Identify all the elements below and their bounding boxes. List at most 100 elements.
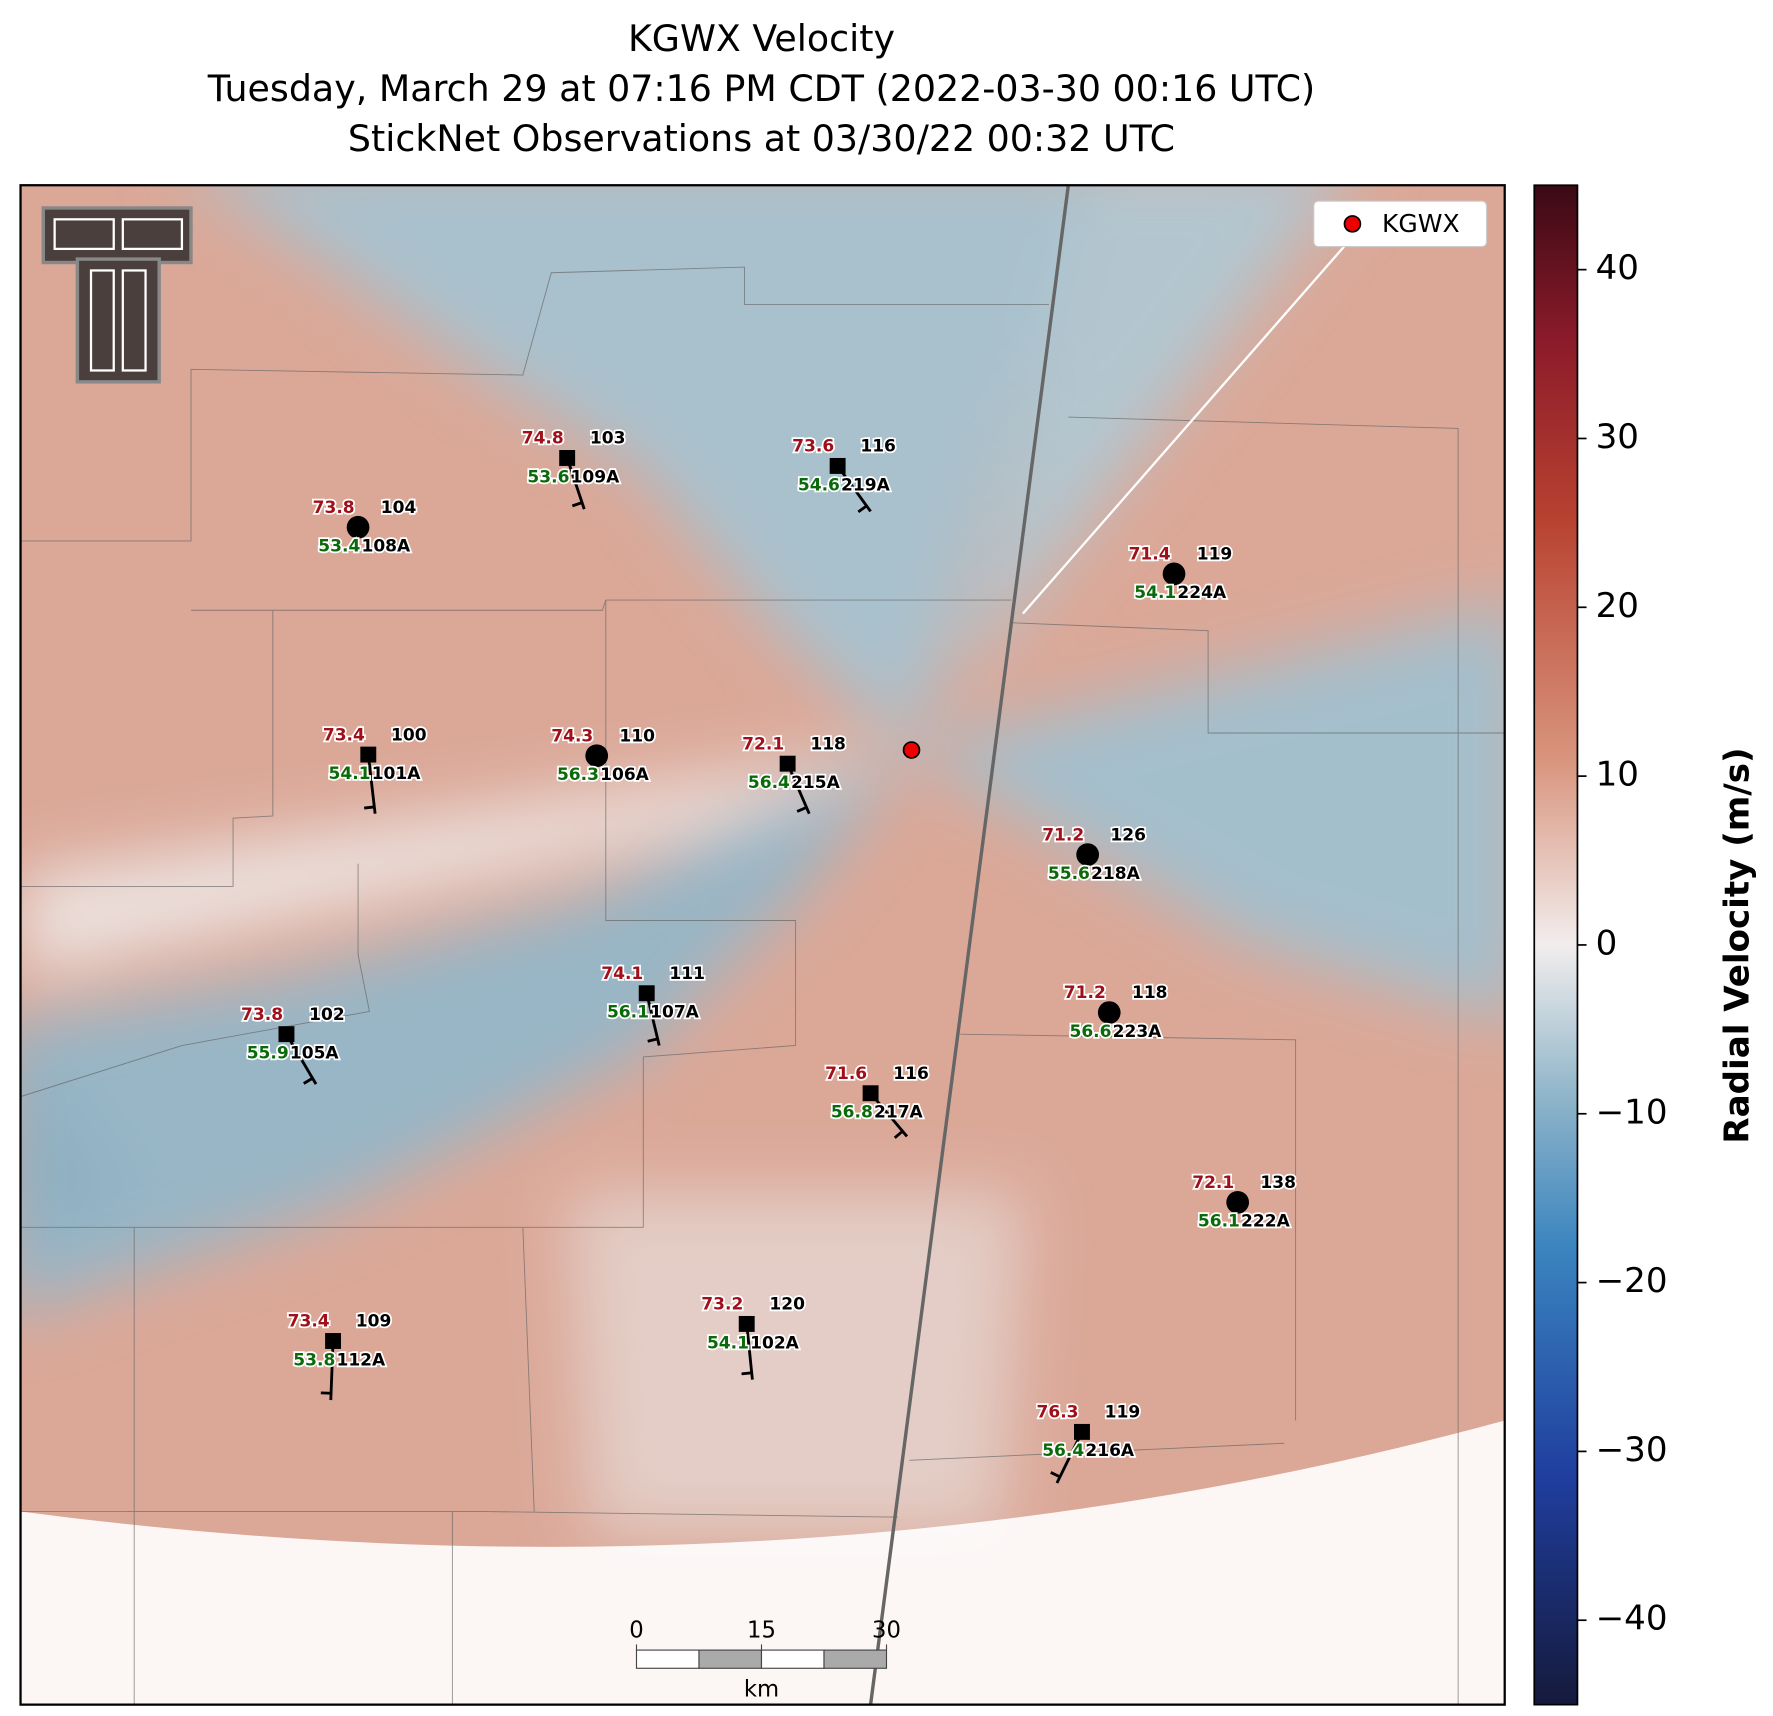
wind-barb xyxy=(786,763,811,815)
station-number: 116 xyxy=(893,1064,929,1084)
legend: KGWX xyxy=(1313,200,1488,248)
temperature: 71.2 xyxy=(1064,983,1106,1003)
dewpoint: 53.4 xyxy=(318,537,360,557)
station-marker xyxy=(638,985,655,1002)
temperature: 73.6 xyxy=(792,437,834,457)
wind-barb xyxy=(565,457,586,510)
station-marker xyxy=(325,1333,342,1349)
temperature: 71.2 xyxy=(1042,825,1084,845)
station-marker xyxy=(738,1315,755,1332)
station-number: 100 xyxy=(391,725,427,745)
colorbar-tick-label: 20 xyxy=(1596,586,1639,626)
dewpoint: 54.1 xyxy=(1134,583,1176,603)
station-id: 218A xyxy=(1091,864,1141,884)
station-number: 103 xyxy=(590,429,626,449)
station-id: 101A xyxy=(372,764,422,784)
station-marker xyxy=(346,515,370,539)
wind-barb-tick xyxy=(741,1371,752,1376)
temperature: 73.2 xyxy=(701,1295,743,1315)
temperature: 72.1 xyxy=(742,734,784,754)
station-marker xyxy=(360,746,377,763)
wind-barb-tick xyxy=(796,806,808,813)
map-frame xyxy=(19,184,1506,1706)
wind-barb-tick xyxy=(857,504,868,514)
subtitle: Tuesday, March 29 at 07:16 PM CDT (2022-… xyxy=(207,67,1315,110)
colorbar-label: Radial Velocity (m/s) xyxy=(1717,747,1757,1143)
temperature: 74.8 xyxy=(522,429,564,449)
station-id: 224A xyxy=(1177,583,1227,603)
station-marker xyxy=(1074,1423,1090,1440)
dewpoint: 54.6 xyxy=(798,475,840,495)
station-number: 102 xyxy=(309,1005,345,1025)
dewpoint: 56.6 xyxy=(1069,1022,1111,1042)
station-id: 223A xyxy=(1113,1022,1163,1042)
scale-tick-label: 0 xyxy=(629,1617,643,1643)
station-id: 106A xyxy=(600,765,650,785)
temperature: 76.3 xyxy=(1037,1403,1079,1423)
station-marker xyxy=(559,450,576,466)
station-marker xyxy=(278,1026,295,1043)
station-id: 107A xyxy=(650,1003,700,1023)
station-number: 118 xyxy=(1132,983,1168,1003)
dewpoint: 55.6 xyxy=(1048,864,1090,884)
station-id: 215A xyxy=(791,773,841,793)
title: KGWX Velocity xyxy=(628,17,895,60)
station-marker xyxy=(1226,1190,1250,1214)
station-id: 102A xyxy=(750,1333,800,1353)
colorbar-tick-label: 40 xyxy=(1596,248,1639,288)
dewpoint: 53.8 xyxy=(293,1350,335,1370)
station-id: 222A xyxy=(1241,1212,1291,1232)
scale-tick-label: 15 xyxy=(747,1617,776,1643)
dewpoint: 53.6 xyxy=(527,467,569,487)
dewpoint: 56.8 xyxy=(831,1103,873,1123)
dewpoint: 56.3 xyxy=(557,765,599,785)
wind-barb-tick xyxy=(893,1130,904,1139)
temperature: 73.4 xyxy=(323,725,365,745)
station-number: 110 xyxy=(619,726,655,746)
wind-barb xyxy=(745,1323,754,1380)
wind-barb-tick xyxy=(303,1077,314,1085)
station-number: 111 xyxy=(669,964,705,984)
station-marker xyxy=(779,755,796,772)
wind-barb xyxy=(329,1340,335,1401)
dewpoint: 54.1 xyxy=(329,764,371,784)
station-number: 118 xyxy=(810,734,846,754)
station-number: 109 xyxy=(356,1312,392,1332)
station-id: 217A xyxy=(874,1103,924,1123)
colorbar xyxy=(1533,184,1579,1706)
colorbar-tick-label: −40 xyxy=(1596,1599,1668,1639)
subtitle: StickNet Observations at 03/30/22 00:32 … xyxy=(348,117,1175,160)
station-marker xyxy=(1097,1001,1121,1024)
station-id: 112A xyxy=(336,1350,386,1370)
legend-label: KGWX xyxy=(1382,209,1460,238)
station-id: 105A xyxy=(290,1043,340,1063)
station-number: 119 xyxy=(1197,545,1233,565)
scale-unit: km xyxy=(744,1676,779,1702)
colorbar-tick-label: 10 xyxy=(1596,755,1639,795)
station-marker xyxy=(1162,562,1186,586)
temperature: 73.8 xyxy=(241,1005,283,1025)
station-marker xyxy=(585,744,609,768)
station-id: 219A xyxy=(841,475,891,495)
wind-barb xyxy=(645,992,661,1046)
scale-tick-label: 30 xyxy=(872,1617,901,1643)
station-id: 109A xyxy=(571,467,621,487)
station-id: 108A xyxy=(361,537,411,557)
colorbar-tick-label: −10 xyxy=(1596,1092,1668,1132)
temperature: 73.8 xyxy=(313,498,355,518)
dewpoint: 56.4 xyxy=(1042,1441,1084,1461)
station-number: 104 xyxy=(381,498,417,518)
dewpoint: 54.1 xyxy=(707,1333,749,1353)
colorbar-tick-label: 30 xyxy=(1596,417,1639,457)
scale-bar: km 0 15 30 xyxy=(629,1617,901,1702)
radar-map xyxy=(20,185,1505,1705)
colorbar-tick-label: −30 xyxy=(1596,1430,1668,1470)
dewpoint: 56.1 xyxy=(607,1003,649,1023)
wind-barb xyxy=(1055,1431,1084,1484)
dewpoint: 56.4 xyxy=(748,773,790,793)
wind-barb xyxy=(285,1033,318,1085)
legend-marker xyxy=(1343,215,1362,233)
station-marker xyxy=(862,1085,879,1102)
station-marker xyxy=(829,457,846,474)
